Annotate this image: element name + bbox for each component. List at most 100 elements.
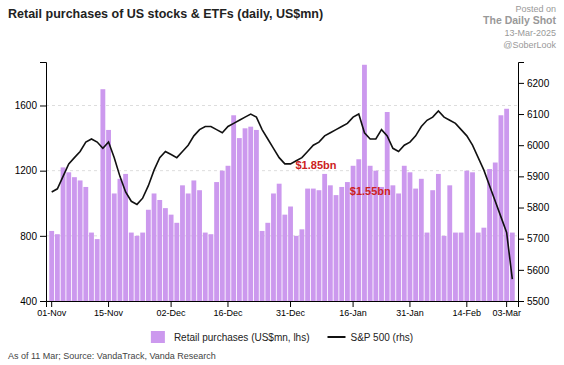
- grid-line: [46, 235, 518, 236]
- tick-mark: [227, 301, 228, 307]
- tick-mark: [171, 301, 172, 307]
- bar: [55, 234, 60, 301]
- tick-label: 03-Mar: [492, 308, 521, 318]
- bar: [481, 228, 486, 301]
- tick-mark: [40, 171, 46, 172]
- bar: [118, 179, 123, 301]
- bar: [135, 236, 140, 301]
- subtitle: @SoberLook: [503, 40, 556, 50]
- bar: [390, 185, 395, 301]
- title: Retail purchases of US stocks & ETFs (da…: [8, 7, 323, 21]
- bar: [174, 223, 179, 301]
- bar: [317, 190, 322, 301]
- bar: [294, 236, 299, 301]
- subtitle: Posted on: [515, 4, 556, 14]
- bar: [322, 174, 327, 301]
- legend-swatch: [327, 336, 345, 338]
- bar: [157, 200, 162, 301]
- bar: [95, 239, 100, 301]
- line: [52, 111, 513, 279]
- tick-mark: [518, 270, 524, 271]
- bar: [271, 193, 276, 301]
- tick: 5900: [518, 171, 550, 182]
- bar: [129, 233, 134, 301]
- bar: [203, 233, 208, 301]
- bar: [220, 171, 225, 301]
- marks: [49, 65, 514, 301]
- chart: 01-Nov15-Nov02-Dec16-Dec31-Dec16-Jan31-J…: [0, 0, 564, 365]
- bar: [436, 174, 441, 301]
- bar: [311, 189, 316, 301]
- tick-label: 5800: [527, 202, 550, 213]
- bar: [106, 130, 111, 301]
- bar: [459, 233, 464, 301]
- tick-mark: [506, 301, 507, 307]
- tick-mark: [466, 301, 467, 307]
- tick: 16-Dec: [213, 301, 243, 318]
- tick-mark: [518, 301, 524, 302]
- tick-label: 5700: [527, 233, 550, 244]
- bar: [265, 223, 270, 301]
- subtitle: The Daily Shot: [483, 14, 556, 26]
- tick: 800: [20, 231, 46, 242]
- bar: [288, 207, 293, 301]
- bar: [231, 115, 236, 301]
- tick-label: 16-Dec: [213, 308, 243, 318]
- tick-mark: [290, 301, 291, 307]
- bar: [476, 233, 481, 301]
- tick: 31-Jan: [396, 301, 424, 318]
- annotation: $1.55bn: [350, 185, 391, 197]
- bar: [345, 182, 350, 301]
- tick-mark: [40, 236, 46, 237]
- tick: 03-Mar: [492, 301, 521, 318]
- tick-mark: [409, 301, 410, 307]
- tick-label: 16-Jan: [339, 308, 367, 318]
- bar: [61, 167, 66, 301]
- tick-label: 02-Dec: [157, 308, 187, 318]
- bars: [49, 65, 514, 301]
- bar: [499, 115, 504, 301]
- bar: [504, 109, 509, 301]
- bar: [430, 190, 435, 301]
- plot-area: 01-Nov15-Nov02-Dec16-Dec31-Dec16-Jan31-J…: [15, 63, 550, 365]
- tick: 14-Feb: [453, 301, 482, 318]
- tick: 5600: [518, 265, 550, 276]
- bar: [447, 185, 452, 301]
- bar: [493, 163, 498, 301]
- bar: [49, 231, 54, 301]
- grid-line: [46, 105, 518, 106]
- bar: [197, 190, 202, 301]
- bar: [419, 179, 424, 301]
- bar: [146, 210, 151, 301]
- bar: [356, 159, 361, 301]
- tick-mark: [518, 145, 524, 146]
- tick-mark: [51, 301, 52, 307]
- bar: [408, 172, 413, 301]
- bar: [78, 180, 83, 301]
- axis-line: [519, 63, 525, 302]
- legend-item: S&P 500 (rhs): [327, 332, 413, 343]
- bar: [305, 189, 310, 301]
- bar: [413, 189, 418, 301]
- legend-item: Retail purchases (US$mn, lhs): [151, 331, 310, 343]
- bar: [237, 138, 242, 301]
- bar: [186, 193, 191, 301]
- bar: [442, 236, 447, 301]
- bar: [260, 231, 265, 301]
- tick-label: 6000: [527, 140, 550, 151]
- bar: [112, 193, 117, 301]
- bar: [89, 233, 94, 301]
- y2-axis: 55005600570058005900600061006200: [518, 63, 550, 307]
- tick-label: 6200: [527, 78, 550, 89]
- bar: [402, 166, 407, 301]
- tick: 16-Jan: [339, 301, 367, 318]
- bar: [83, 187, 88, 301]
- tick: 400: [20, 296, 46, 307]
- tick-label: 5500: [527, 296, 550, 307]
- bar: [152, 193, 157, 301]
- legend: Retail purchases (US$mn, lhs) S&P 500 (rh…: [151, 331, 413, 343]
- tick-mark: [353, 301, 354, 307]
- tick: 02-Dec: [157, 301, 187, 318]
- tick: 1600: [15, 100, 46, 111]
- axis-line: [47, 302, 519, 308]
